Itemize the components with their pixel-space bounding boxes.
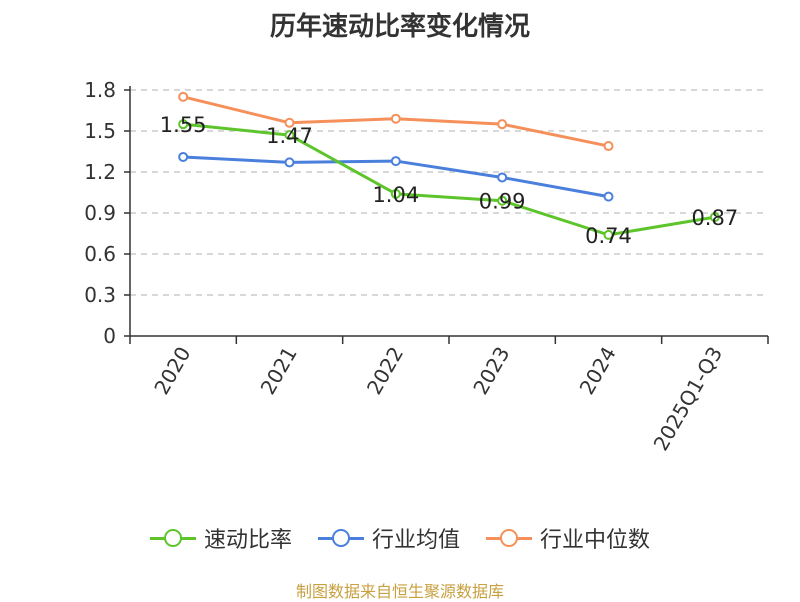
- y-tick-label: 1.8: [84, 78, 116, 102]
- legend-swatch: [149, 527, 196, 549]
- y-tick-label: 0.9: [84, 201, 116, 225]
- legend-item[interactable]: 行业均值: [317, 522, 460, 554]
- x-tick-label: 2025Q1-Q3: [648, 343, 727, 455]
- data-label: 1.04: [372, 183, 419, 207]
- data-point: [497, 119, 508, 130]
- data-point: [497, 172, 508, 183]
- data-point: [390, 156, 401, 167]
- data-point: [284, 130, 295, 141]
- data-label: 0.74: [585, 224, 632, 248]
- line-chart: 0 0.3 0.6 0.9 1.2 1.5 1.8 2020 2021 2022 2023 2024 2…: [84, 78, 769, 455]
- data-point: [390, 188, 401, 199]
- x-tick-label: 2024: [575, 343, 621, 399]
- data-point: [603, 191, 614, 202]
- data-point: [390, 113, 401, 124]
- legend-label: 行业中位数: [540, 528, 651, 553]
- data-label: 0.87: [691, 206, 738, 230]
- x-tick-label: 2022: [362, 343, 408, 399]
- data-label: 1.47: [266, 124, 313, 148]
- legend-label: 行业均值: [371, 528, 460, 553]
- legend-item[interactable]: 速动比率: [149, 522, 292, 554]
- data-label: 1.55: [160, 113, 207, 137]
- data-point: [284, 117, 295, 128]
- data-point: [603, 229, 614, 240]
- y-tick-label: 0.3: [84, 283, 116, 307]
- data-point: [497, 195, 508, 206]
- legend-swatch: [486, 527, 532, 549]
- chart-title: 历年速动比率变化情况: [269, 12, 530, 42]
- source-note: 制图数据来自恒生聚源数据库: [295, 582, 504, 601]
- y-tick-label: 0.6: [84, 242, 116, 266]
- data-label: 0.99: [479, 190, 526, 214]
- x-tick-label: 2020: [149, 343, 195, 399]
- y-tick-label: 0: [103, 324, 116, 348]
- y-tick-label: 1.5: [84, 119, 116, 143]
- legend-label: 速动比率: [203, 528, 292, 553]
- data-point: [603, 141, 614, 152]
- data-point: [178, 151, 189, 162]
- data-point: [178, 119, 189, 130]
- legend-swatch: [317, 527, 364, 549]
- legend: 速动比率 行业均值 行业中位数: [0, 522, 800, 554]
- data-point: [284, 157, 295, 168]
- data-point: [709, 212, 720, 223]
- x-tick-label: 2023: [468, 342, 514, 398]
- y-tick-label: 1.2: [84, 160, 116, 184]
- data-point: [178, 91, 189, 102]
- x-tick-label: 2021: [256, 343, 302, 399]
- legend-item[interactable]: 行业中位数: [486, 522, 650, 554]
- series-line: [183, 122, 716, 237]
